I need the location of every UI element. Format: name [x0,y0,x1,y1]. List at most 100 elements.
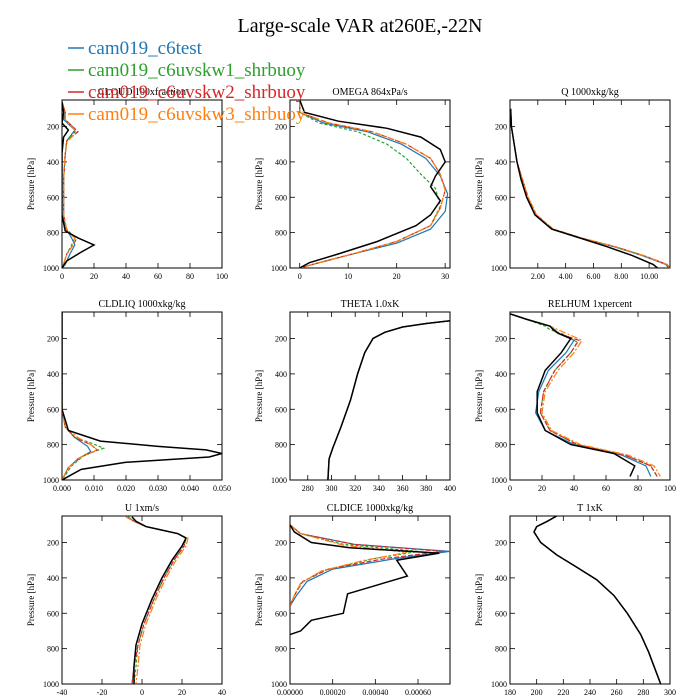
series-line [327,320,450,480]
series-line [533,516,662,684]
x-tick-label: 40 [218,688,226,697]
x-tick-label: 40 [122,272,130,281]
panel-8: CLDICE 1000xkg/kg Pressure [hPa] 0.00000 0.… [254,503,451,697]
y-tick-label: 1000 [43,264,59,273]
x-tick-label: 260 [611,688,623,697]
plot-frame [289,515,451,685]
series-line [62,312,99,480]
y-tick-label: 600 [275,193,287,202]
panel-title: CLDLIQ 1000xkg/kg [99,299,186,310]
x-tick-label: 30 [441,272,449,281]
x-tick-label: 60 [154,272,162,281]
y-axis-label: Pressure [hPa] [26,370,36,422]
y-tick-label: 600 [275,609,287,618]
x-tick-label: 60 [602,484,610,493]
y-tick-label: 800 [47,441,59,450]
y-tick-label: 400 [47,370,59,379]
y-tick-label: 1000 [491,476,507,485]
panel-1: CLOUD 100xfraction Pressure [hPa] 0 20 40 60 8… [26,87,228,281]
panel-title: Q 1000xkg/kg [561,87,619,98]
y-tick-label: 1000 [271,476,287,485]
x-tick-label: 0.050 [213,484,231,493]
control-series-line [62,312,222,480]
series-line [510,108,670,268]
x-tick-label: 20 [90,272,98,281]
y-tick-label: 1000 [43,680,59,689]
series-line [533,516,662,684]
panel-6: RELHUM 1xpercent Pressure [hPa] 0 20 40 60 80 1… [474,299,676,493]
series-line [127,516,187,684]
series-line [510,313,661,477]
legend-item: cam019_c6uvskw1_shrbuoy [68,60,306,81]
series-line [327,320,450,480]
series-line [299,100,446,268]
panel-7: U 1xm/s Pressure [hPa] -40 -20 0 20 40 200 400 60… [26,503,226,697]
x-tick-label: 320 [349,484,361,493]
y-tick-label: 400 [275,158,287,167]
x-tick-label: 280 [637,688,649,697]
x-tick-label: 4.00 [559,272,573,281]
x-tick-label: 0.00000 [277,688,303,697]
x-tick-label: 0.020 [117,484,135,493]
y-tick-label: 600 [495,193,507,202]
y-tick-label: 800 [275,441,287,450]
plot-frame [289,99,451,269]
series-line [127,516,187,684]
x-tick-label: 360 [397,484,409,493]
series-line [290,524,419,607]
x-tick-label: 240 [584,688,596,697]
x-tick-label: 0 [140,688,144,697]
plot-frame [61,99,223,269]
x-tick-label: 80 [634,484,642,493]
x-tick-label: 0.000 [53,484,71,493]
y-tick-label: 200 [47,123,59,132]
panel-9: T 1xK Pressure [hPa] 180 200 220 240 260 280 300… [474,503,676,697]
x-tick-label: 80 [186,272,194,281]
y-tick-label: 400 [495,370,507,379]
x-tick-label: 300 [664,688,676,697]
y-tick-label: 200 [47,335,59,344]
y-tick-label: 400 [495,158,507,167]
legend-label: cam019_c6uvskw3_shrbuoy [88,104,306,125]
legend-label: cam019_c6test [88,38,203,59]
x-tick-label: 300 [325,484,337,493]
x-tick-label: 0 [298,272,302,281]
panel-title: U 1xm/s [125,503,159,514]
series-line [510,108,670,268]
y-tick-label: 400 [275,370,287,379]
control-series-line [510,313,636,477]
x-tick-label: 280 [302,484,314,493]
x-tick-label: 180 [504,688,516,697]
figure-title: Large-scale VAR at260E,-22N [238,15,483,37]
x-tick-label: 20 [393,272,401,281]
series-line [510,108,670,268]
plot-frame [509,311,671,481]
y-tick-label: 200 [275,123,287,132]
legend-label: cam019_c6uvskw1_shrbuoy [88,60,306,81]
series-line [125,516,189,684]
x-tick-label: 220 [557,688,569,697]
control-series-line [510,108,658,268]
y-axis-label: Pressure [hPa] [254,574,264,626]
y-tick-label: 200 [495,539,507,548]
x-tick-label: 0 [60,272,64,281]
legend-item: cam019_c6uvskw2_shrbuoy [68,82,306,103]
series-line [327,320,450,480]
panel-title: CLOUD 100xfraction [98,87,186,98]
x-tick-label: 100 [216,272,228,281]
y-axis-label: Pressure [hPa] [474,574,484,626]
x-tick-label: 20 [538,484,546,493]
y-tick-label: 600 [275,405,287,414]
control-series-line [290,524,440,636]
plot-frame [61,515,223,685]
panel-title: RELHUM 1xpercent [548,299,632,310]
series-line [327,320,450,480]
panel-3: Q 1000xkg/kg Pressure [hPa] 2.00 4.00 6.00 8.… [474,87,671,281]
panel-title: CLDICE 1000xkg/kg [327,503,413,514]
x-tick-label: 20 [178,688,186,697]
x-tick-label: 0.040 [181,484,199,493]
y-axis-label: Pressure [hPa] [26,574,36,626]
series-line [62,101,78,268]
y-tick-label: 1000 [491,264,507,273]
x-tick-label: 10.00 [640,272,658,281]
